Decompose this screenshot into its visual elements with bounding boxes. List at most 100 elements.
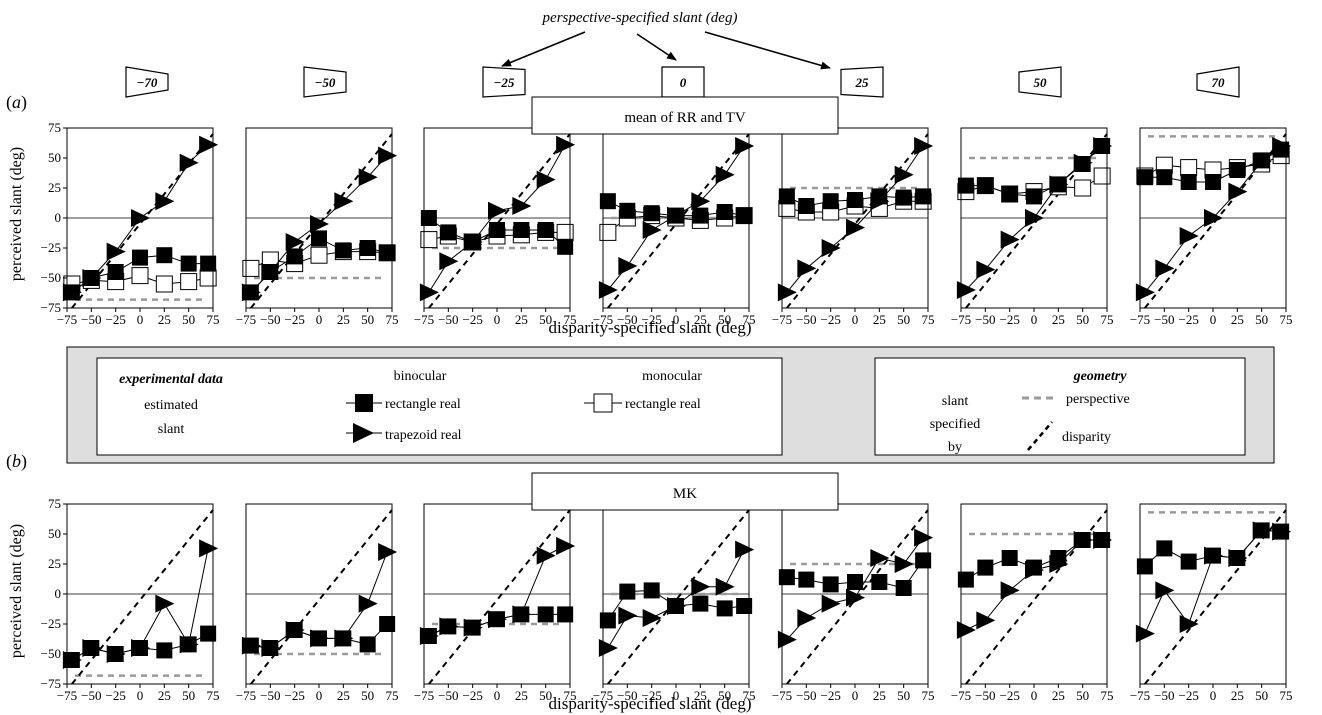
binocular-rect-marker <box>847 574 863 590</box>
trapezoid-marker <box>598 639 618 657</box>
x-tick-label: 50 <box>1076 688 1089 703</box>
subplot-1-3: −75 −50 −25 0 25 50 75 <box>593 503 756 703</box>
binocular-rect-marker <box>335 630 352 647</box>
x-tick-label: 25 <box>1052 312 1065 327</box>
x-tick-label: 50 <box>1255 312 1268 327</box>
binocular-rect-marker <box>379 616 396 632</box>
disparity-line <box>786 133 929 309</box>
ylabel-a: perceived slant (deg) <box>8 147 25 281</box>
x-tick-label: 75 <box>207 688 220 703</box>
binocular-rect-marker <box>132 640 148 656</box>
binocular-rect-marker <box>83 640 100 656</box>
trapezoid-marker <box>735 540 755 559</box>
x-tick-label: −75 <box>414 688 434 703</box>
binocular-rect-marker <box>440 224 457 241</box>
x-tick-label: 50 <box>897 312 910 327</box>
panels: −75 −50 −25 0 25 50 75 75 50 25 0 −25 −50 −75 −75 −50 −2… <box>41 120 1293 703</box>
x-tick-label: 75 <box>1101 312 1114 327</box>
x-tick-label: 25 <box>515 688 528 703</box>
x-tick-label: −50 <box>617 312 637 327</box>
trapezoid-marker <box>914 137 934 155</box>
trapezoid-marker <box>1204 209 1223 227</box>
binocular-rect-marker <box>1050 176 1067 193</box>
ylabel-b: perceived slant (deg) <box>8 524 25 658</box>
legend-monocular: monocular <box>642 369 702 384</box>
binocular-rect-marker <box>692 207 709 224</box>
monocular-rect-marker <box>242 259 260 277</box>
binocular-rect-marker <box>736 207 753 224</box>
x-tick-label: 75 <box>1280 688 1293 703</box>
perspective-thumb-0: −70 <box>125 66 169 98</box>
binocular-rect-marker <box>977 177 994 194</box>
x-tick-label: 75 <box>922 312 935 327</box>
subplot-0-6: −75 −50 −25 0 25 50 75 <box>1130 127 1293 327</box>
binocular-rect-marker <box>1026 559 1042 576</box>
trapezoid-marker <box>1000 230 1020 249</box>
trapezoid-marker <box>777 283 797 302</box>
trapezoid-marker <box>1155 259 1175 278</box>
perspective-thumb-label: −25 <box>494 75 515 90</box>
y-tick-label: 0 <box>55 586 62 601</box>
subplot-1-5: −75 −50 −25 0 25 50 75 <box>951 503 1114 703</box>
x-tick-label: 25 <box>694 688 707 703</box>
binocular-rect-marker <box>847 192 863 208</box>
svg-text:MK: MK <box>673 486 697 502</box>
binocular-rect-marker <box>692 595 709 612</box>
trapezoid-marker <box>797 259 817 278</box>
y-tick-label: −75 <box>41 676 61 691</box>
legend-experimental-title: experimental data <box>119 372 223 387</box>
binocular-rect-marker <box>895 189 912 206</box>
x-tick-label: 75 <box>207 312 220 327</box>
trapezoid-marker <box>358 168 378 187</box>
binocular-rect-marker <box>1180 174 1197 190</box>
trapezoid-marker <box>715 165 735 184</box>
x-tick-label: 0 <box>137 312 144 327</box>
monocular-rect-marker <box>180 273 198 291</box>
x-tick-label: 50 <box>718 312 731 327</box>
binocular-rect-marker <box>489 611 505 628</box>
perspective-title: perspective-specified slant (deg) <box>542 10 738 26</box>
trapezoid-marker <box>821 239 841 257</box>
trapezoid-marker <box>894 555 914 573</box>
binocular-rect-marker <box>83 270 100 286</box>
subplot-0-3: −75 −50 −25 0 25 50 75 <box>593 127 756 327</box>
legend-trapezoid-marker <box>346 423 382 443</box>
binocular-rect-marker <box>716 600 733 617</box>
legend-monocular-rect-marker <box>584 393 622 413</box>
binocular-rect-marker <box>262 640 279 656</box>
binocular-rect-marker <box>1273 523 1290 540</box>
binocular-rect-marker <box>915 552 932 569</box>
trapezoid-marker <box>691 192 711 211</box>
binocular-rect-marker <box>1253 522 1270 539</box>
binocular-rect-marker <box>977 559 994 576</box>
legend-geometry-title: geometry <box>1073 369 1128 384</box>
x-tick-label: −75 <box>57 688 77 703</box>
perspective-thumb-label: −70 <box>137 75 158 90</box>
binocular-rect-marker <box>798 198 815 214</box>
binocular-rect-marker <box>1001 186 1018 202</box>
x-tick-label: −25 <box>105 688 125 703</box>
x-tick-label: −25 <box>1178 688 1198 703</box>
binocular-rect-marker <box>557 606 574 623</box>
binocular-rect-marker <box>242 637 259 654</box>
x-tick-label: 25 <box>1231 312 1244 327</box>
x-tick-label: 75 <box>743 312 756 327</box>
binocular-rect-marker <box>599 612 616 629</box>
x-tick-label: 75 <box>564 688 577 703</box>
y-tick-label: 75 <box>48 120 61 135</box>
trapezoid-marker <box>846 218 865 237</box>
x-tick-label: 0 <box>673 312 680 327</box>
monocular-rect-marker <box>1074 179 1092 197</box>
trapezoid-marker <box>378 146 398 165</box>
binocular-rect-marker <box>1074 156 1091 172</box>
x-tick-label: 0 <box>494 312 501 327</box>
binocular-rect-marker <box>200 625 217 642</box>
disparity-line <box>428 509 571 685</box>
subplot-0-2: −75 −50 −25 0 25 50 75 <box>414 127 577 327</box>
trapezoid-marker <box>914 528 934 547</box>
binocular-rect-marker <box>798 571 815 588</box>
x-tick-label: 50 <box>182 312 195 327</box>
binocular-rect-marker <box>420 628 437 644</box>
binocular-rect-marker <box>1253 152 1270 169</box>
binocular-rect-marker <box>1205 547 1221 564</box>
